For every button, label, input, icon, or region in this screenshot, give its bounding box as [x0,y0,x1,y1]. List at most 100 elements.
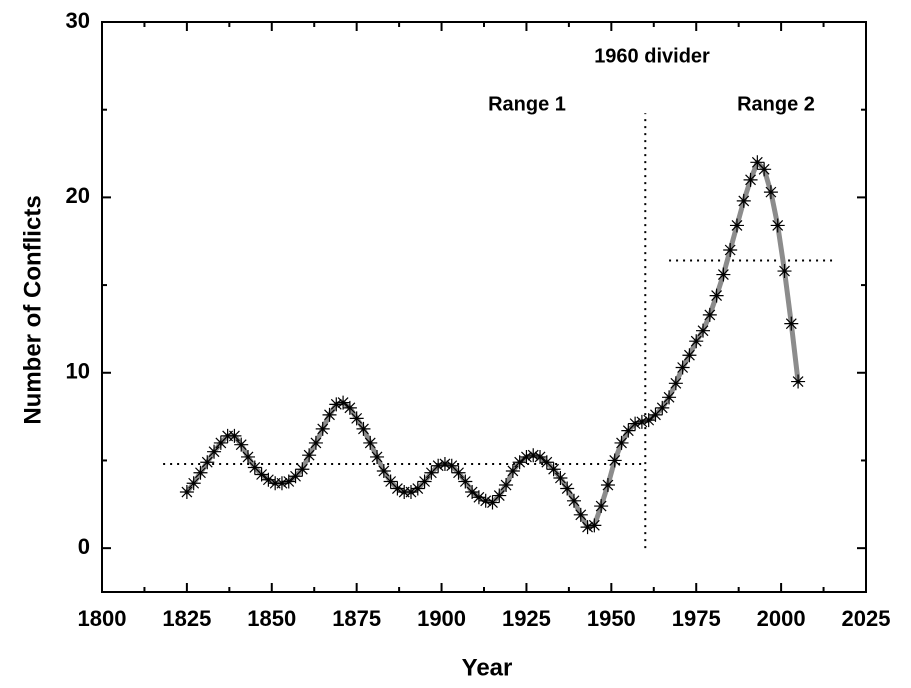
marker [451,465,466,480]
marker [607,453,622,468]
marker [662,390,677,405]
marker [546,462,561,477]
marker [526,448,541,463]
marker [478,493,493,508]
annotation: Range 1 [488,93,566,115]
marker [587,518,602,533]
marker [675,360,690,375]
x-tick-label: 1925 [502,606,551,631]
marker [458,474,473,489]
marker [600,478,615,493]
marker [716,267,731,282]
marker [763,185,778,200]
marker [302,448,317,463]
marker [390,481,405,496]
marker [186,476,201,491]
marker [281,474,296,489]
x-axis-label: Year [462,654,513,681]
marker [560,481,575,496]
marker [729,218,744,233]
marker [655,400,670,415]
x-tick-label: 2025 [842,606,891,631]
x-tick-label: 1875 [332,606,381,631]
marker [566,493,581,508]
marker [709,288,724,303]
marker [417,474,432,489]
marker [770,218,785,233]
marker [784,316,799,331]
marker [200,455,215,470]
marker [329,397,344,412]
marker [512,455,527,470]
marker [322,407,337,422]
marker [213,435,228,450]
marker [315,421,330,436]
marker [750,155,765,170]
marker [757,162,772,177]
marker [641,413,656,428]
marker [376,463,391,478]
marker [247,460,262,475]
marker [383,474,398,489]
marker [777,264,792,279]
marker [519,449,534,464]
x-tick-label: 2000 [757,606,806,631]
marker [241,449,256,464]
marker [274,476,289,491]
marker [539,455,554,470]
marker [648,407,663,422]
marker [696,323,711,338]
marker [193,465,208,480]
marker [437,456,452,471]
marker [723,243,738,257]
marker [288,469,303,484]
x-tick-label: 1825 [162,606,211,631]
marker [682,348,697,363]
marker [336,395,351,410]
marker [492,488,507,503]
marker [207,444,222,459]
marker [533,449,548,464]
marker [179,485,194,500]
annotation: Range 2 [737,93,815,115]
marker [573,507,588,522]
y-axis-label: Number of Conflicts [19,195,46,424]
marker [791,374,806,389]
marker [465,485,480,500]
x-tick-label: 1850 [247,606,296,631]
marker [349,411,364,426]
y-tick-label: 20 [66,183,90,208]
y-tick-label: 10 [66,359,90,384]
marker [363,435,378,450]
marker [614,435,629,450]
marker [689,334,704,349]
marker [308,435,323,450]
annotation: 1960 divider [594,45,710,67]
marker [621,423,636,438]
marker [580,520,595,535]
marker [444,458,459,473]
y-tick-label: 0 [78,534,90,559]
marker [370,449,385,464]
marker [743,172,758,187]
y-tick-label: 30 [66,8,90,33]
marker [295,462,310,477]
marker [594,499,609,514]
x-tick-label: 1800 [78,606,127,631]
marker [634,414,649,429]
marker [471,490,486,505]
marker [403,485,418,500]
marker [424,465,439,480]
marker [410,481,425,496]
marker [668,376,683,391]
marker [356,421,371,436]
marker [499,478,514,493]
marker [736,193,751,208]
marker [254,467,269,482]
marker [227,428,242,443]
marker [234,437,249,452]
marker [553,471,568,485]
marker [485,495,500,510]
x-tick-label: 1950 [587,606,636,631]
marker [431,458,446,473]
